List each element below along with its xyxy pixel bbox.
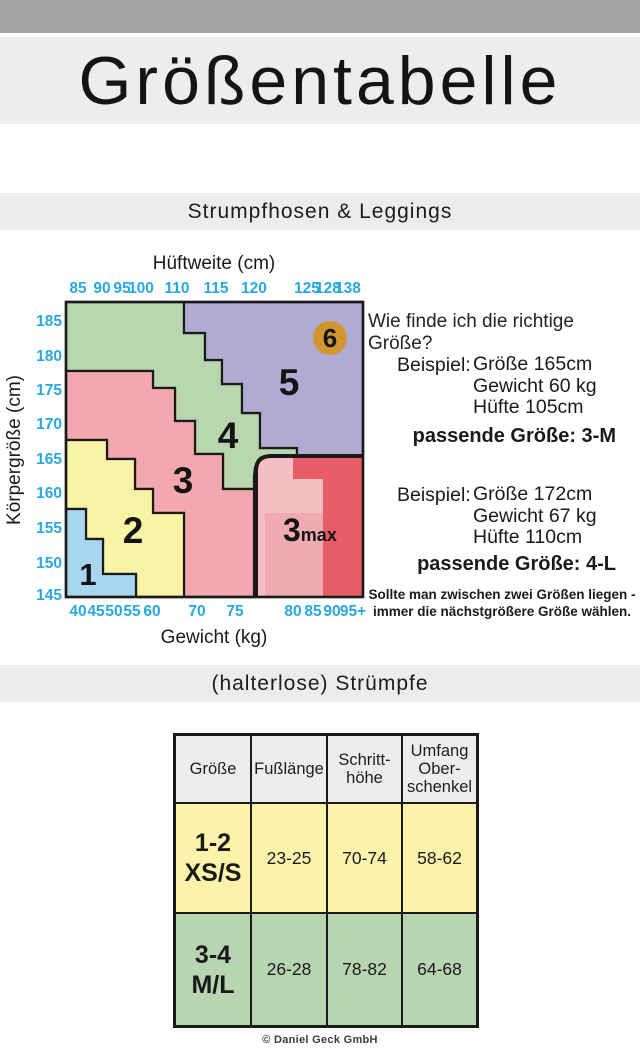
tick-weight-75: 75 bbox=[226, 603, 244, 620]
example-2-label: Beispiel: bbox=[397, 484, 471, 506]
tick-hip-90: 90 bbox=[93, 280, 110, 297]
row1-crotch-height: 70-74 bbox=[326, 802, 403, 914]
tick-weight-85: 85 bbox=[304, 603, 322, 620]
section-heading-stockings-label: (halterlose) Strümpfe bbox=[211, 671, 429, 695]
top-gray-bar bbox=[0, 0, 640, 33]
header-thigh-circumference: Umfang Ober- schenkel bbox=[401, 733, 479, 804]
region-size-3max-mid bbox=[265, 513, 323, 597]
guide-note: Sollte man zwischen zwei Größen liegen -… bbox=[368, 587, 636, 619]
tick-hip-110: 110 bbox=[164, 280, 189, 297]
tick-height-150: 150 bbox=[36, 555, 62, 572]
label-size-3: 3 bbox=[173, 460, 194, 501]
bottom-axis-ticks: 40 45 50 55 60 70 75 80 85 90 95+ bbox=[69, 603, 366, 620]
label-size-3max: 3max bbox=[283, 512, 337, 548]
top-axis-title: Hüftweite (cm) bbox=[153, 253, 275, 274]
tick-height-160: 160 bbox=[36, 485, 62, 502]
tick-weight-55: 55 bbox=[123, 603, 141, 620]
tick-weight-70: 70 bbox=[188, 603, 205, 620]
size-region-chart: Hüftweite (cm) 85 90 95 100 110 115 120 … bbox=[4, 253, 366, 648]
tick-hip-128: 128 bbox=[315, 280, 341, 297]
example-2-weight: Gewicht 67 kg bbox=[473, 504, 597, 527]
tick-height-170: 170 bbox=[36, 416, 62, 433]
tick-weight-40: 40 bbox=[69, 603, 86, 620]
row2-foot-length: 26-28 bbox=[250, 912, 328, 1028]
tick-height-165: 165 bbox=[36, 451, 62, 468]
tick-weight-50: 50 bbox=[105, 603, 122, 620]
row2-crotch-height: 78-82 bbox=[326, 912, 403, 1028]
tick-weight-80: 80 bbox=[284, 603, 301, 620]
example-2-hip: Hüfte 110cm bbox=[473, 526, 583, 548]
label-size-1: 1 bbox=[79, 557, 96, 592]
page-title: Größentabelle bbox=[78, 42, 562, 119]
tick-hip-85: 85 bbox=[69, 280, 87, 297]
label-size-2: 2 bbox=[123, 510, 144, 551]
example-1-values: Größe 165cm Gewicht 60 kg Hüfte 105cm bbox=[473, 353, 597, 419]
tick-height-155: 155 bbox=[36, 520, 62, 537]
tick-weight-45: 45 bbox=[87, 603, 105, 620]
guide-heading: Wie finde ich die richtige Größe? bbox=[368, 311, 574, 354]
section-heading-stockings: (halterlose) Strümpfe bbox=[0, 665, 640, 702]
label-size-3max-number: 3 bbox=[283, 512, 301, 548]
bottom-axis-title: Gewicht (kg) bbox=[161, 627, 268, 648]
example-2-height: Größe 172cm bbox=[473, 483, 593, 505]
label-size-6: 6 bbox=[323, 323, 337, 353]
tick-weight-90: 90 bbox=[323, 603, 340, 620]
row2-size: 3-4 M/L bbox=[173, 912, 252, 1028]
example-1-result: passende Größe: 3-M bbox=[412, 425, 616, 447]
top-axis-ticks: 85 90 95 100 110 115 120 125 128 138 bbox=[69, 280, 361, 297]
row1-thigh-circumference: 58-62 bbox=[401, 802, 479, 914]
tick-hip-100: 100 bbox=[128, 280, 154, 297]
tick-weight-95plus: 95+ bbox=[340, 603, 366, 620]
size-6-badge-circle bbox=[313, 321, 347, 355]
tick-hip-138: 138 bbox=[335, 280, 361, 297]
example-1-weight: Gewicht 60 kg bbox=[473, 374, 597, 397]
tick-height-180: 180 bbox=[36, 348, 62, 365]
section-heading-tights: Strumpfhosen & Leggings bbox=[0, 193, 640, 230]
label-size-4: 4 bbox=[218, 415, 239, 456]
row1-size: 1-2 XS/S bbox=[173, 802, 252, 914]
header-foot-length: Fußlänge bbox=[250, 733, 328, 804]
example-2-values: Größe 172cm Gewicht 67 kg Hüfte 110cm bbox=[473, 483, 597, 549]
label-size-5: 5 bbox=[279, 362, 300, 403]
example-1: Beispiel: Größe 165cm Gewicht 60 kg Hüft… bbox=[368, 353, 636, 419]
example-2: Beispiel: Größe 172cm Gewicht 67 kg Hüft… bbox=[368, 483, 636, 549]
tick-hip-115: 115 bbox=[203, 280, 228, 297]
example-1-label: Beispiel: bbox=[397, 354, 471, 376]
example-1-height: Größe 165cm bbox=[473, 353, 593, 375]
region-size-3max-red bbox=[293, 458, 363, 597]
example-1-hip: Hüfte 105cm bbox=[473, 396, 584, 418]
copyright-note: © Daniel Geck GmbH bbox=[262, 1034, 378, 1046]
table-header-row: Größe Fußlänge Schritt- höhe Umfang Ober… bbox=[173, 733, 479, 804]
stockings-size-table: Größe Fußlänge Schritt- höhe Umfang Ober… bbox=[173, 733, 479, 1028]
tick-weight-60: 60 bbox=[143, 603, 160, 620]
header-size: Größe bbox=[173, 733, 252, 804]
title-band: Größentabelle bbox=[0, 37, 640, 124]
left-axis-ticks: 185 180 175 170 165 160 155 150 145 bbox=[36, 313, 62, 604]
table-row: 1-2 XS/S 23-25 70-74 58-62 bbox=[173, 802, 479, 914]
tick-hip-95: 95 bbox=[113, 280, 131, 297]
section-heading-tights-label: Strumpfhosen & Leggings bbox=[187, 199, 453, 223]
row1-foot-length: 23-25 bbox=[250, 802, 328, 914]
tick-hip-120: 120 bbox=[241, 280, 267, 297]
header-crotch-height: Schritt- höhe bbox=[326, 733, 403, 804]
table-row: 3-4 M/L 26-28 78-82 64-68 bbox=[173, 912, 479, 1028]
row2-thigh-circumference: 64-68 bbox=[401, 912, 479, 1028]
plot-border bbox=[64, 300, 365, 599]
tick-height-145: 145 bbox=[36, 587, 62, 604]
max-zone-border-line bbox=[254, 454, 363, 597]
label-size-3max-suffix: max bbox=[301, 525, 337, 545]
left-axis-title: Körpergröße (cm) bbox=[4, 375, 25, 525]
tick-height-175: 175 bbox=[36, 382, 62, 399]
tick-hip-125: 125 bbox=[294, 280, 320, 297]
example-2-result: passende Größe: 4-L bbox=[417, 553, 616, 575]
tick-height-185: 185 bbox=[36, 313, 62, 330]
